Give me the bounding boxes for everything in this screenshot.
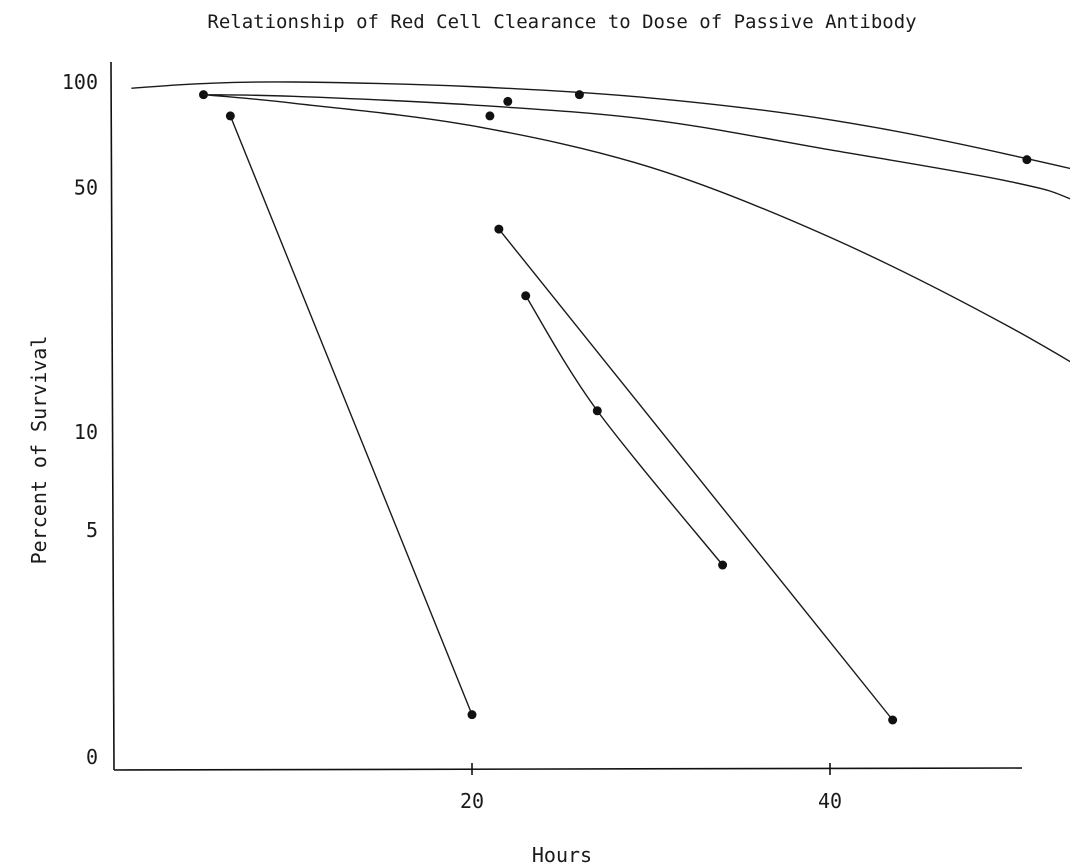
series-4-point — [225, 111, 235, 121]
plot-area — [131, 81, 1070, 725]
y-tick-label: 5 — [86, 518, 98, 542]
y-axis — [110, 61, 115, 771]
series-6-point — [592, 406, 602, 416]
chart-title: Relationship of Red Cell Clearance to Do… — [207, 11, 916, 33]
series-5-line — [498, 228, 894, 721]
y-tick-label: 100 — [62, 70, 98, 94]
series-1-point — [503, 96, 513, 106]
y-tick-label: 0 — [86, 745, 98, 769]
x-axis — [113, 767, 1023, 771]
series-3-point — [485, 111, 495, 121]
series-1-point — [1022, 155, 1032, 165]
series-6-point — [718, 560, 728, 570]
series-5-point — [494, 224, 504, 234]
series-2-line — [202, 93, 1070, 200]
series-1-line — [131, 81, 1070, 170]
x-tick-label: 40 — [818, 789, 842, 813]
series-1-point — [574, 90, 584, 100]
series-5-point — [888, 715, 898, 725]
x-axis-label: Hours — [532, 843, 592, 867]
tick-labels: 20406080100501050 — [62, 70, 842, 813]
x-tick-label: 20 — [460, 789, 484, 813]
series-6-point — [521, 291, 531, 301]
y-tick-label: 10 — [74, 420, 98, 444]
series-3-line — [202, 93, 1070, 363]
series-6-line — [525, 295, 724, 566]
y-axis-label: Percent of Survival — [27, 336, 51, 565]
series-4-point — [467, 710, 477, 720]
series-4-line — [229, 115, 473, 716]
y-tick-label: 50 — [74, 175, 98, 199]
